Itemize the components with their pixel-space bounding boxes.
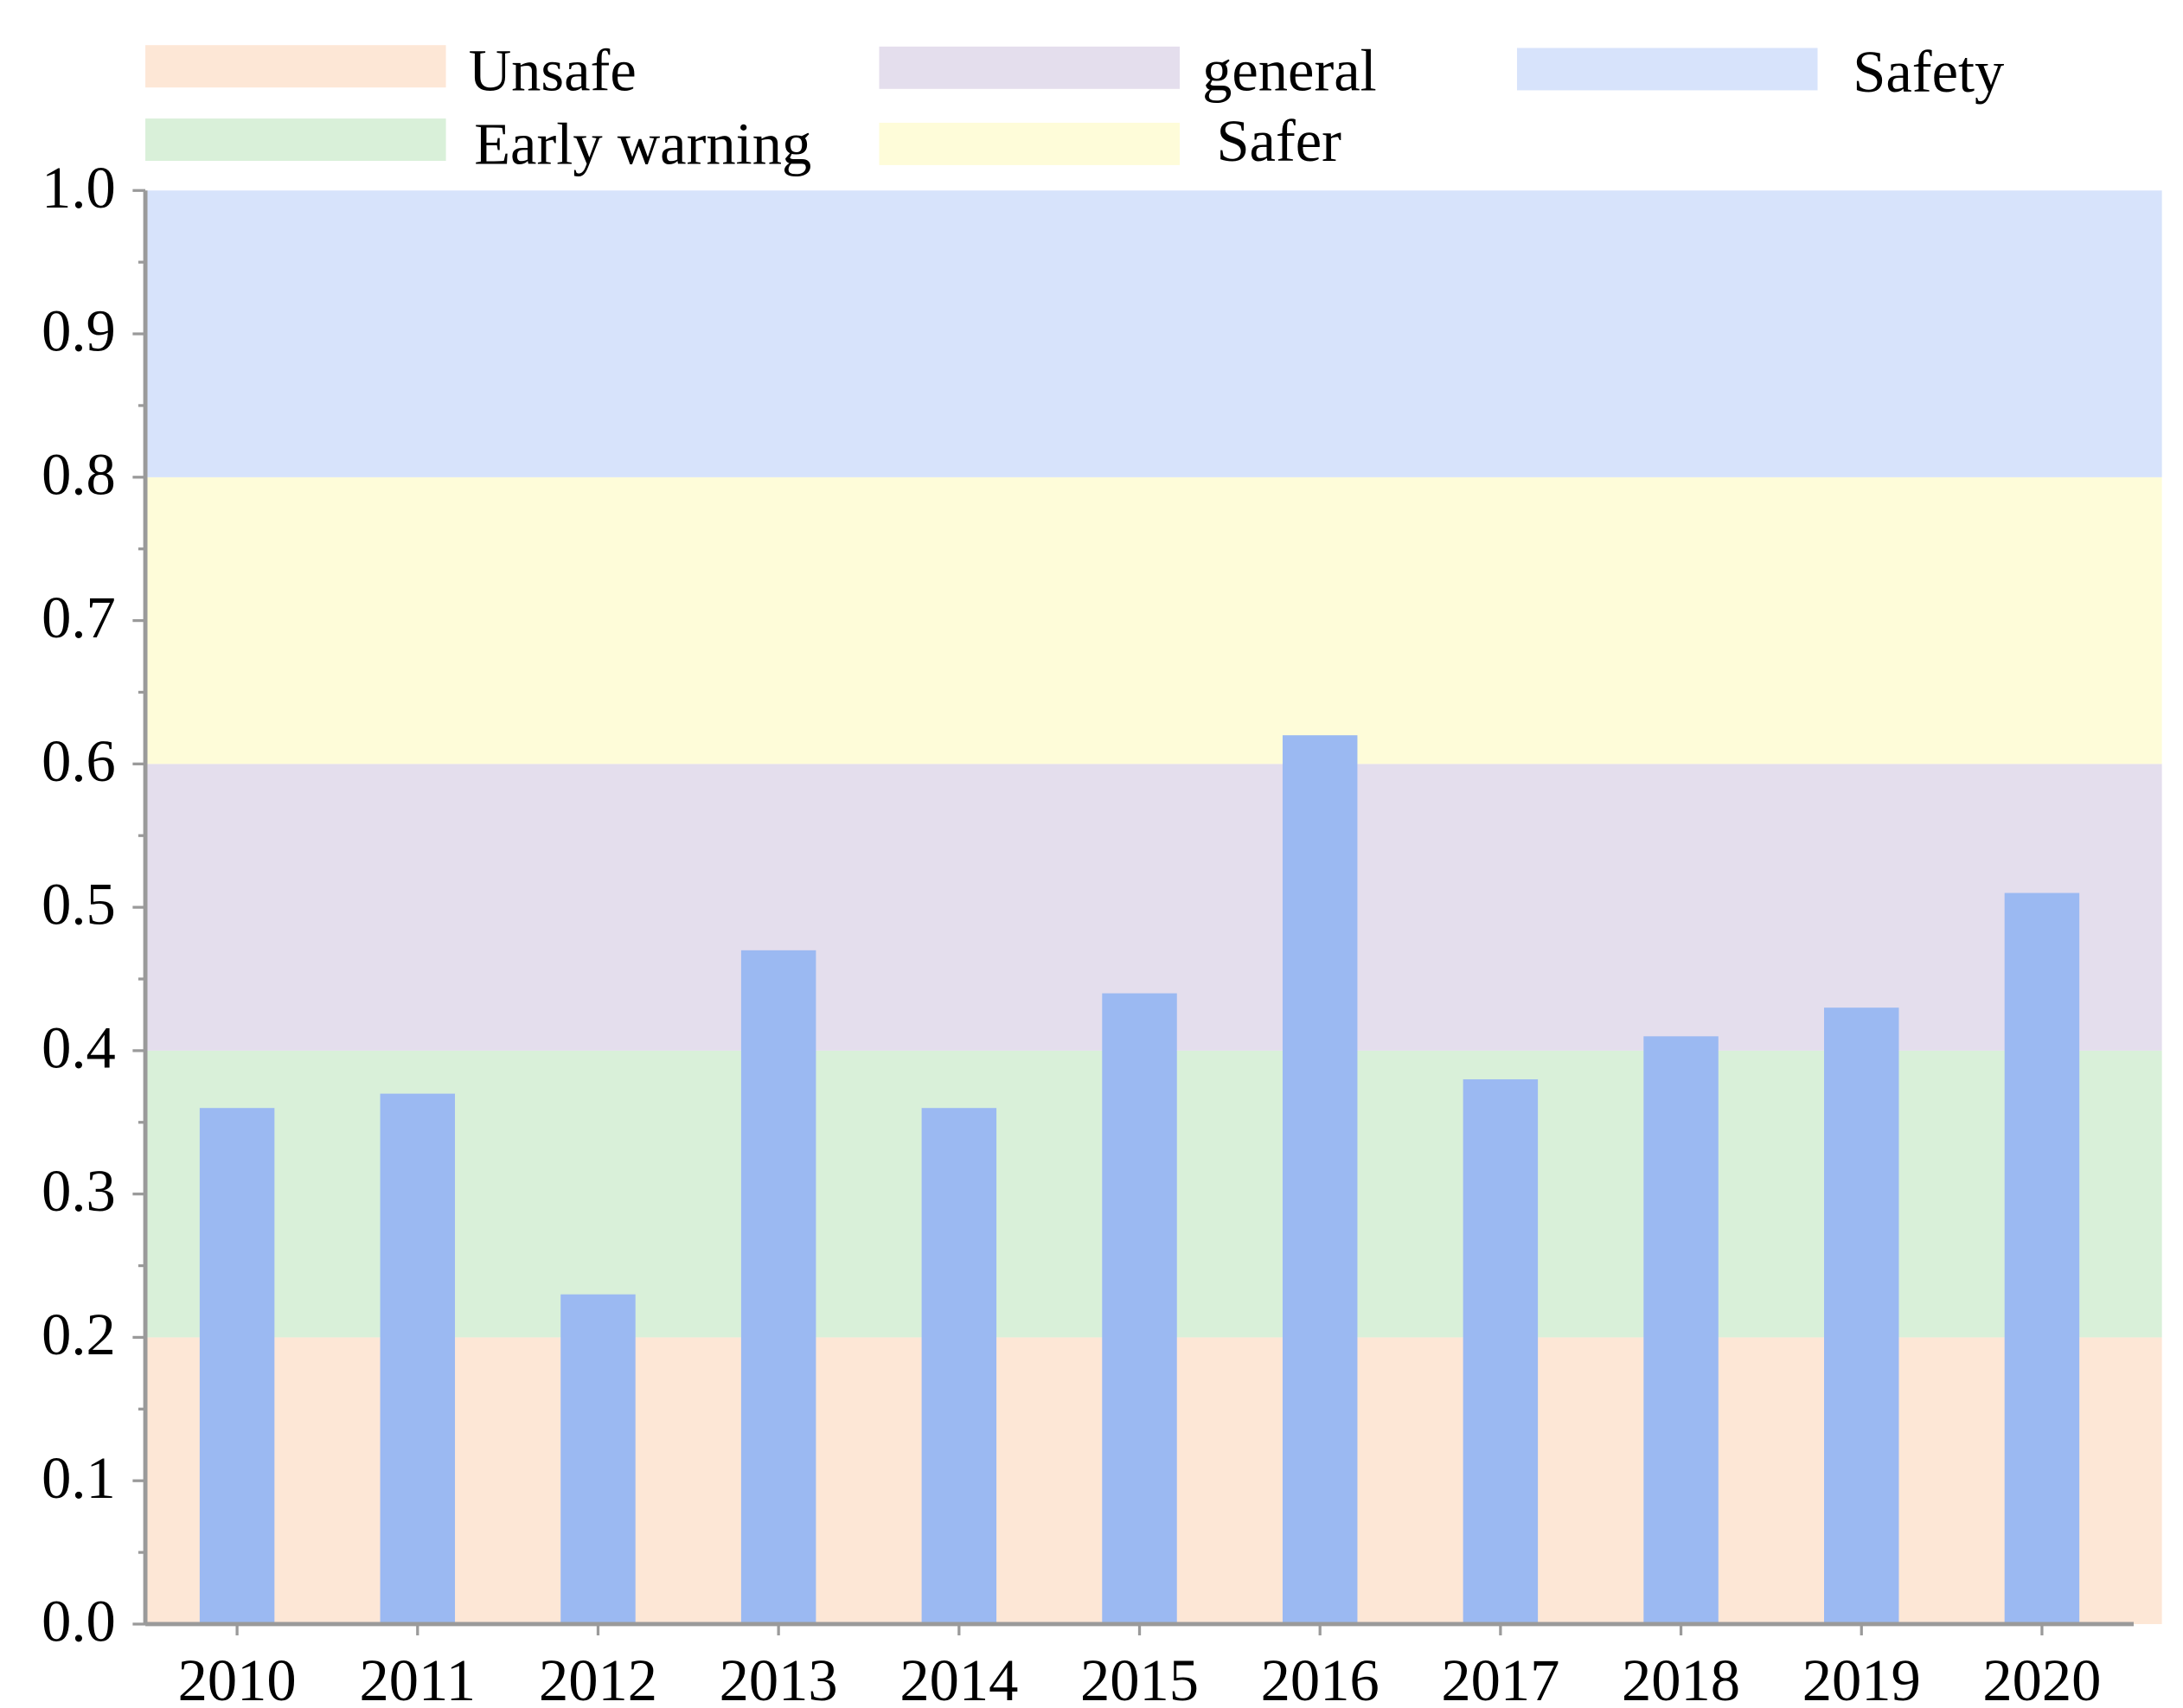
x-tick-labels: 2010 2011 2012 2013 2014 2015 2016 2017 2018 2019… bbox=[178, 1647, 2102, 1708]
band-safety bbox=[147, 190, 2162, 477]
x-tick-label-2011: 2011 bbox=[360, 1647, 477, 1708]
bar-2013 bbox=[740, 950, 816, 1624]
y-tick-label: 0.1 bbox=[42, 1445, 116, 1511]
y-tick-label: 0.6 bbox=[42, 728, 116, 794]
band-safer bbox=[147, 477, 2162, 764]
legend-swatch-safer bbox=[879, 122, 1181, 165]
x-tick-label-2012: 2012 bbox=[539, 1647, 657, 1708]
bar-2015 bbox=[1102, 993, 1177, 1624]
bar-2012 bbox=[560, 1294, 636, 1624]
y-tick-labels: 0.0 0.1 0.2 0.3 0.4 0.5 0.6 0.7 0.8 0.9 1.0 bbox=[42, 155, 116, 1654]
y-tick-label: 0.4 bbox=[42, 1014, 116, 1080]
bar-2018 bbox=[1643, 1036, 1719, 1624]
y-tick-label: 0.7 bbox=[42, 585, 116, 650]
bar-2020 bbox=[2004, 892, 2080, 1624]
x-tick-label-2010: 2010 bbox=[178, 1647, 297, 1708]
x-tick-label-2015: 2015 bbox=[1080, 1647, 1199, 1708]
x-tick-label-2014: 2014 bbox=[899, 1647, 1018, 1708]
legend-label-unsafe: Unsafe bbox=[469, 37, 637, 103]
bar-2017 bbox=[1463, 1079, 1539, 1624]
y-tick-label: 0.8 bbox=[42, 441, 116, 507]
x-tick-label-2017: 2017 bbox=[1441, 1647, 1559, 1708]
legend: Unsafe general Safety Early warning Safer bbox=[145, 37, 2004, 176]
legend-label-early-warning: Early warning bbox=[474, 111, 811, 176]
bar-2010 bbox=[199, 1108, 275, 1624]
y-tick-label: 1.0 bbox=[42, 155, 116, 221]
x-tick-label-2013: 2013 bbox=[720, 1647, 838, 1708]
bar-2019 bbox=[1824, 1008, 1899, 1624]
legend-label-safer: Safer bbox=[1216, 108, 1341, 174]
legend-swatch-unsafe bbox=[145, 45, 446, 88]
legend-label-safety: Safety bbox=[1853, 39, 2004, 105]
y-tick-label: 0.0 bbox=[42, 1589, 116, 1654]
bar-2014 bbox=[921, 1108, 997, 1624]
bar-2016 bbox=[1282, 735, 1358, 1624]
bar-2011 bbox=[380, 1093, 456, 1624]
y-tick-label: 0.2 bbox=[42, 1302, 116, 1367]
y-tick-label: 0.3 bbox=[42, 1158, 116, 1224]
x-tick-label-2020: 2020 bbox=[1982, 1647, 2101, 1708]
axes bbox=[132, 189, 2134, 1636]
bars bbox=[199, 735, 2080, 1624]
x-tick-label-2018: 2018 bbox=[1622, 1647, 1740, 1708]
legend-swatch-general bbox=[879, 46, 1181, 89]
legend-swatch-safety bbox=[1516, 48, 1818, 91]
y-tick-label: 0.9 bbox=[42, 298, 116, 364]
y-tick-label: 0.5 bbox=[42, 872, 116, 937]
legend-label-general: general bbox=[1202, 37, 1377, 103]
x-tick-label-2019: 2019 bbox=[1802, 1647, 1921, 1708]
legend-swatch-early-warning bbox=[145, 118, 446, 162]
x-tick-label-2016: 2016 bbox=[1261, 1647, 1380, 1708]
